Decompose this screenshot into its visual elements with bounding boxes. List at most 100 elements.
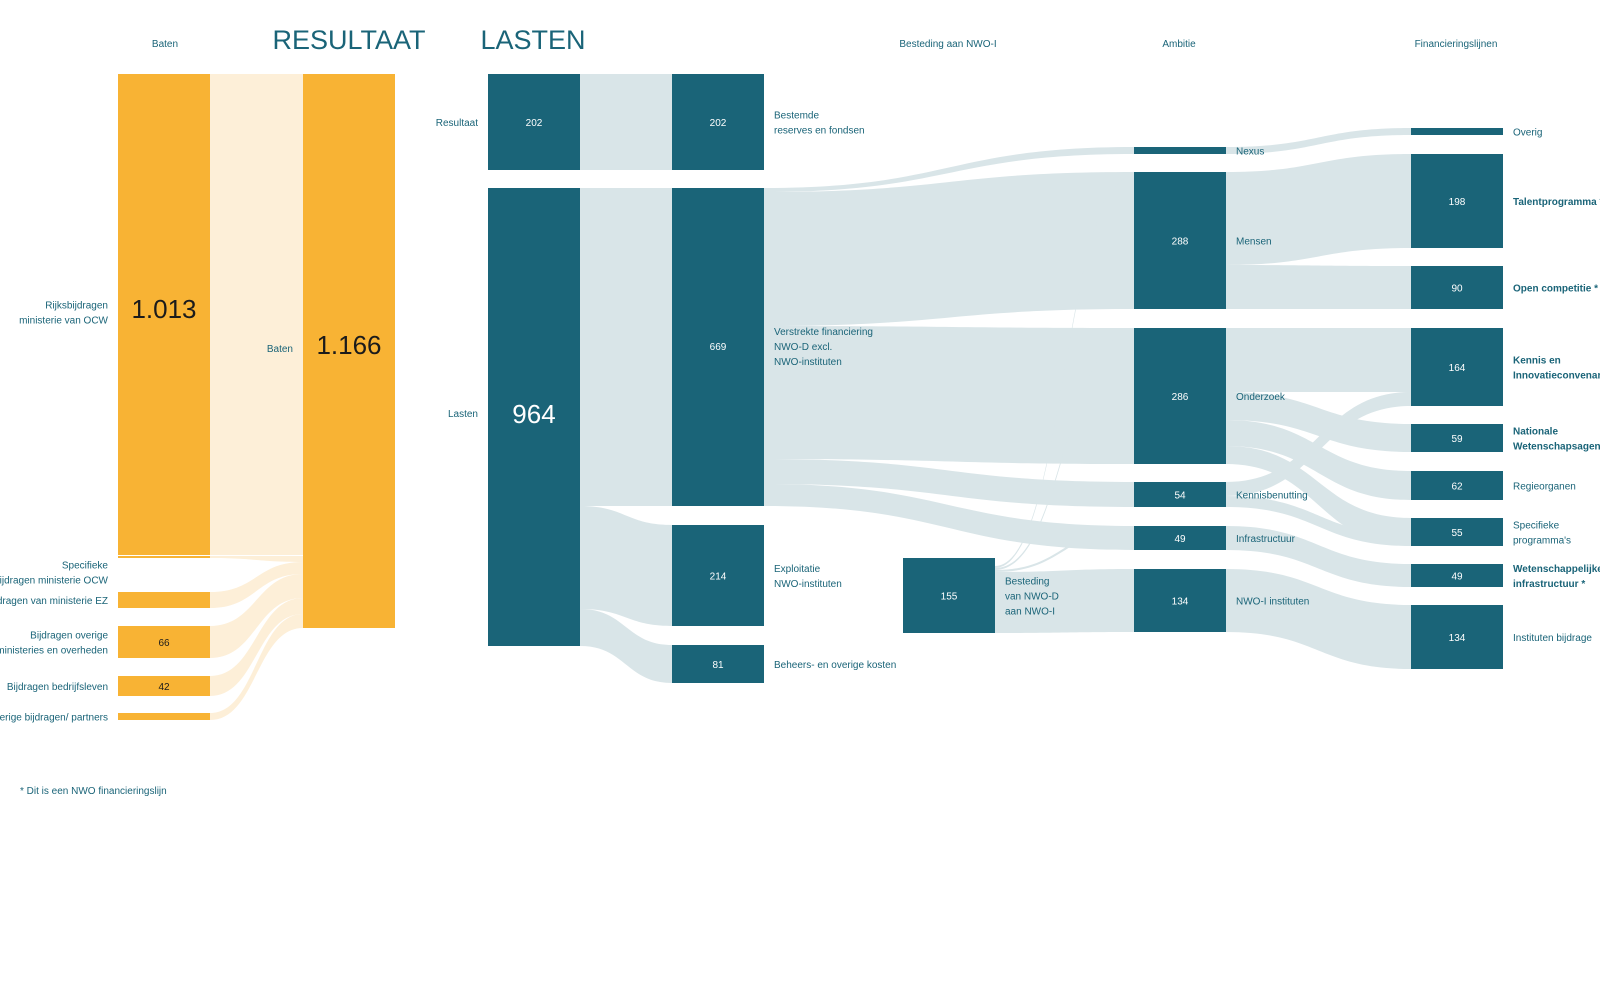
flow-besteding-instituten bbox=[995, 569, 1134, 633]
node-baten-specifieke-bijdragen-ministerie-ocw bbox=[118, 556, 210, 558]
flow-instituten-bijdrage bbox=[1226, 569, 1411, 669]
value-categorie-0: 202 bbox=[710, 118, 727, 129]
label-baten-1-line-1: bijdragen ministerie OCW bbox=[0, 576, 109, 587]
node-ambitie-nwo-i-instituten bbox=[1134, 569, 1226, 632]
flow-baten-0 bbox=[210, 74, 303, 555]
label-besteding-line-0: Besteding bbox=[1005, 577, 1049, 588]
label-resultaat: Baten bbox=[267, 344, 293, 355]
node-lasten-resultaat bbox=[488, 74, 580, 170]
label-financiering-1-line-0: Talentprogramma * bbox=[1513, 197, 1600, 208]
label-besteding-line-1: van NWO-D bbox=[1005, 592, 1059, 603]
value-baten-3: 66 bbox=[158, 638, 170, 649]
label-ambitie-4: Infrastructuur bbox=[1236, 534, 1296, 545]
label-categorie-0-line-1: reserves en fondsen bbox=[774, 126, 865, 137]
flow-onderzoek-nwa bbox=[1226, 392, 1411, 452]
flow-baten-5 bbox=[210, 614, 303, 720]
node-categorie-exploitatie-nwo-instituten bbox=[672, 525, 764, 626]
flow-resultaat-bestemde bbox=[580, 74, 672, 170]
flow-onderzoek-specifiek bbox=[1226, 446, 1411, 546]
node-categorie-beheers-en-overige-kosten bbox=[672, 645, 764, 683]
value-categorie-1: 669 bbox=[710, 342, 727, 353]
flow-lasten-exploitatie bbox=[580, 506, 672, 626]
value-financiering-2: 90 bbox=[1451, 284, 1463, 295]
value-ambitie-3: 54 bbox=[1174, 491, 1186, 502]
value-categorie-3: 81 bbox=[712, 660, 724, 671]
value-financiering-8: 134 bbox=[1449, 633, 1466, 644]
value-besteding: 155 bbox=[941, 592, 958, 603]
flow-infrastructuur-wi bbox=[1226, 526, 1411, 587]
header-financieringslijnen: Financieringslijnen bbox=[1415, 39, 1498, 50]
label-baten-0-line-1: ministerie van OCW bbox=[19, 316, 108, 327]
node-resultaat bbox=[303, 74, 395, 628]
value-categorie-2: 214 bbox=[710, 572, 727, 583]
value-ambitie-1: 288 bbox=[1172, 237, 1189, 248]
flow-lasten-beheers bbox=[580, 609, 672, 683]
flow-onderzoek-kic bbox=[1226, 328, 1411, 392]
flow-baten-2 bbox=[210, 562, 303, 608]
node-financiering-specifieke-programma-s bbox=[1411, 518, 1503, 546]
flow-baten-4 bbox=[210, 598, 303, 696]
header-baten: Baten bbox=[152, 39, 178, 50]
flow-mensen-talent bbox=[1226, 154, 1411, 265]
node-baten-bijdragen-bedrijfsleven bbox=[118, 676, 210, 696]
label-financiering-6-line-0: Specifieke bbox=[1513, 521, 1560, 532]
label-financiering-3-line-1: Innovatieconvenant * bbox=[1513, 371, 1600, 382]
label-baten-2-line-0: Bijdragen van ministerie EZ bbox=[0, 596, 108, 607]
node-financiering-instituten-bijdrage bbox=[1411, 605, 1503, 669]
value-resultaat: 1.166 bbox=[316, 330, 381, 360]
label-financiering-8-line-0: Instituten bijdrage bbox=[1513, 633, 1592, 644]
label-lasten-0: Resultaat bbox=[436, 118, 478, 129]
value-baten-4: 42 bbox=[158, 682, 170, 693]
label-besteding-line-2: aan NWO-I bbox=[1005, 607, 1055, 618]
label-financiering-3-line-0: Kennis en bbox=[1513, 356, 1561, 367]
value-financiering-7: 49 bbox=[1451, 572, 1463, 583]
label-categorie-1-line-0: Verstrekte financiering bbox=[774, 327, 873, 338]
flow-verstrekte-infrastructuur bbox=[764, 484, 1134, 550]
node-baten-rijksbijdragen-ministerie-van-ocw bbox=[118, 74, 210, 555]
flow-verstrekte-mensen bbox=[764, 172, 1134, 326]
header-resultaat: RESULTAAT bbox=[272, 25, 425, 55]
value-ambitie-4: 49 bbox=[1174, 534, 1186, 545]
label-baten-1-line-0: Specifieke bbox=[62, 561, 109, 572]
label-categorie-1-line-2: NWO-instituten bbox=[774, 357, 842, 368]
node-financiering-open-competitie bbox=[1411, 266, 1503, 309]
label-ambitie-0: Nexus bbox=[1236, 147, 1264, 158]
value-lasten-1: 964 bbox=[512, 399, 555, 429]
label-financiering-6-line-1: programma's bbox=[1513, 536, 1571, 547]
flow-besteding-mensen bbox=[995, 172, 1134, 568]
label-ambitie-5: NWO-I instituten bbox=[1236, 597, 1309, 608]
value-financiering-4: 59 bbox=[1451, 434, 1463, 445]
node-ambitie-onderzoek bbox=[1134, 328, 1226, 464]
label-ambitie-2: Onderzoek bbox=[1236, 392, 1286, 403]
node-financiering-wetenschappelijke-infrastructuur bbox=[1411, 564, 1503, 587]
labels-layer: Baten RESULTAAT LASTEN Besteding aan NWO… bbox=[0, 25, 1600, 797]
node-ambitie-kennisbenutting bbox=[1134, 482, 1226, 507]
value-financiering-6: 55 bbox=[1451, 528, 1463, 539]
value-ambitie-5: 134 bbox=[1172, 597, 1189, 608]
node-financiering-kennis-en-innovatieconvenant bbox=[1411, 328, 1503, 406]
node-categorie-bestemde-reserves-en-fondsen bbox=[672, 74, 764, 170]
value-financiering-3: 164 bbox=[1449, 363, 1466, 374]
node-financiering-talentprogramma bbox=[1411, 154, 1503, 248]
value-financiering-5: 62 bbox=[1451, 482, 1463, 493]
node-lasten-lasten bbox=[488, 188, 580, 646]
label-categorie-1-line-1: NWO-D excl. bbox=[774, 342, 832, 353]
flow-baten-3 bbox=[210, 574, 303, 658]
label-baten-3-line-0: Bijdragen overige bbox=[30, 631, 108, 642]
value-baten-0: 1.013 bbox=[131, 294, 196, 324]
label-financiering-7-line-1: infrastructuur * bbox=[1513, 579, 1585, 590]
label-financiering-4-line-0: Nationale bbox=[1513, 427, 1558, 438]
value-lasten-0: 202 bbox=[526, 118, 543, 129]
flow-besteding-onderzoek bbox=[995, 328, 1134, 570]
label-baten-4-line-0: Bijdragen bedrijfsleven bbox=[7, 682, 108, 693]
flow-mensen-open bbox=[1226, 265, 1411, 309]
header-besteding: Besteding aan NWO-I bbox=[899, 39, 996, 50]
node-ambitie-infrastructuur bbox=[1134, 526, 1226, 550]
nodes-layer bbox=[118, 74, 1503, 720]
label-categorie-0-line-0: Bestemde bbox=[774, 111, 819, 122]
label-financiering-7-line-0: Wetenschappelijke bbox=[1513, 564, 1600, 575]
label-financiering-0-line-0: Overig bbox=[1513, 128, 1542, 139]
label-categorie-3-line-0: Beheers- en overige kosten bbox=[774, 660, 896, 671]
header-lasten: LASTEN bbox=[480, 25, 585, 55]
